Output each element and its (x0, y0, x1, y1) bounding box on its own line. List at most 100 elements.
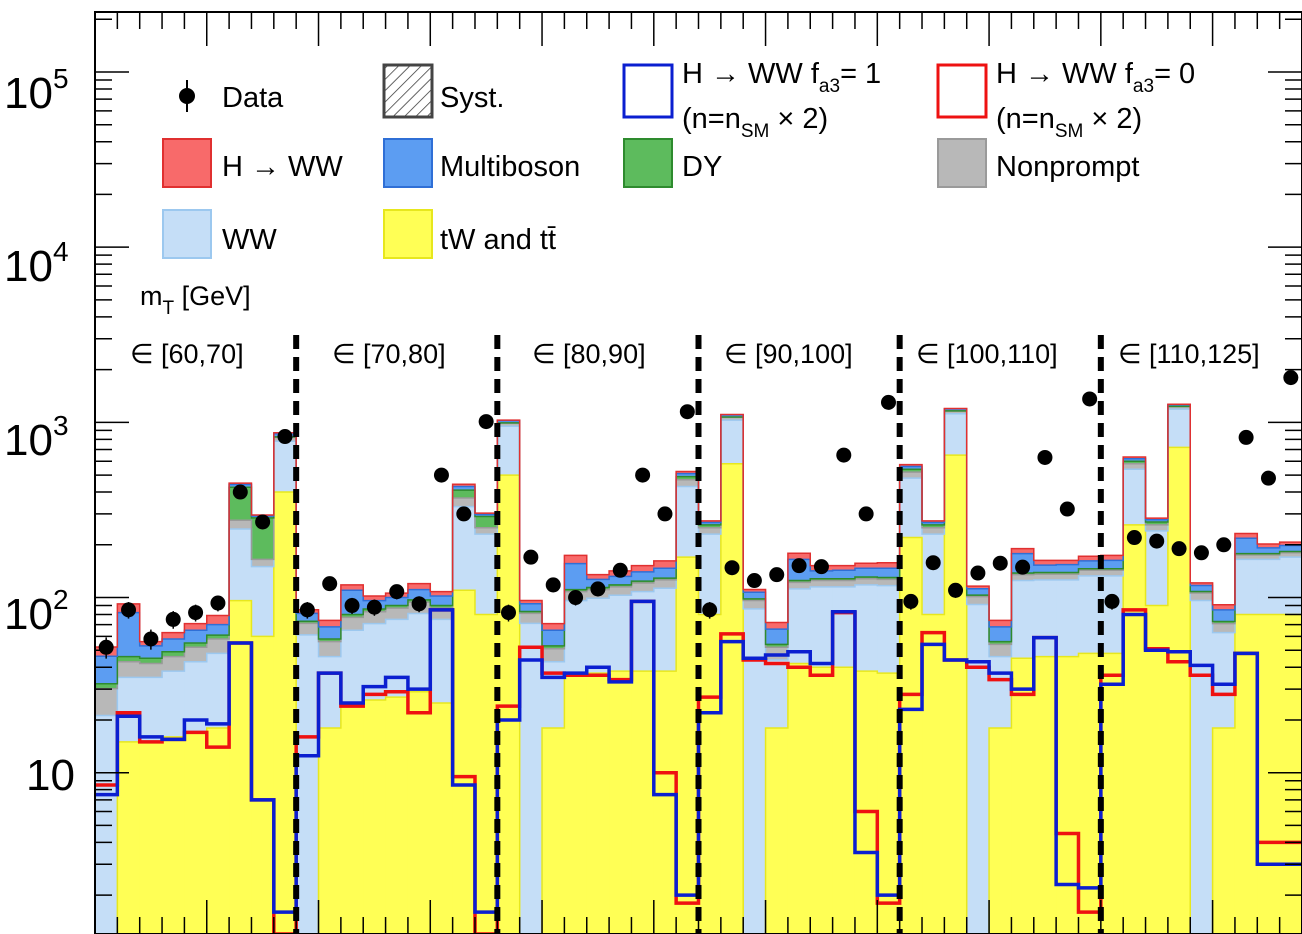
data-point (970, 565, 986, 581)
stack-bar-ww (765, 659, 789, 728)
stack-bar-twandtt (117, 741, 141, 934)
legend-fa3-1-norm-sub: SM (741, 121, 770, 142)
stack-bar-dy (139, 658, 163, 664)
stack-bar-nonprompt (206, 638, 230, 654)
stack-bar-ww (1190, 600, 1214, 934)
stack-bar-twandtt (653, 671, 677, 934)
svg-text:(n=nSM × 2): (n=nSM × 2) (682, 103, 828, 142)
legend-fa3-1-label: H → WW f (682, 58, 820, 90)
data-point (568, 590, 584, 606)
data-point (121, 602, 137, 618)
stack-bar-twandtt (340, 702, 364, 934)
stack-bar-nonprompt (832, 580, 856, 587)
stack-bar-dy (653, 578, 677, 580)
stack-bar-dy (765, 644, 789, 648)
stack-bar-ww (229, 529, 253, 601)
stack-bar-ww (474, 534, 498, 615)
data-point (456, 506, 472, 522)
stack-bar-multiboson (1056, 564, 1080, 573)
stack-bar-nonprompt (1145, 524, 1169, 531)
stack-bar-twandtt (631, 671, 655, 934)
mt-bin-label-5: ∈ [100,110] (916, 339, 1058, 369)
y-tick-exp: 2 (53, 584, 69, 615)
stack-bar-dy (698, 524, 722, 528)
data-point (277, 429, 293, 445)
stack-bar-ww (296, 634, 320, 934)
stack-bar-multiboson (1145, 519, 1169, 522)
data-point (322, 576, 338, 592)
stack-bar-ww (162, 671, 186, 737)
data-point (1149, 533, 1165, 549)
stack-bar-ww (340, 630, 364, 703)
stack-bar-nonprompt (989, 644, 1013, 657)
data-point (903, 593, 919, 609)
stack-bar-nonprompt (1123, 463, 1147, 470)
data-point (1283, 370, 1299, 386)
stack-bar-hww (1100, 555, 1124, 561)
stack-bar-ww (631, 591, 655, 672)
stack-bar-dy (631, 581, 655, 584)
mt-axis-label: mT [GeV] (140, 281, 251, 319)
stack-bar-ww (1123, 469, 1147, 525)
stack-bar-hww (1011, 548, 1035, 554)
data-point (746, 573, 762, 589)
stack-bar-nonprompt (1167, 406, 1191, 410)
stack-bar-multiboson (497, 420, 521, 423)
stack-bar-dy (810, 578, 834, 581)
stack-bar-ww (1212, 632, 1236, 728)
stack-bar-hww (542, 623, 565, 631)
stack-bar-twandtt (877, 673, 901, 934)
stack-bar-multiboson (542, 630, 565, 646)
stack-bar-multiboson (1234, 538, 1258, 554)
y-tick-base: 10 (4, 69, 53, 118)
data-point (679, 404, 695, 420)
mt-bin-label-1: ∈ [60,70] (130, 339, 244, 369)
stack-bar-hww (564, 555, 588, 564)
legend-fa3-1-norm-post: × 2) (769, 103, 828, 135)
stack-bar-nonprompt (1212, 623, 1236, 633)
stack-bar-multiboson (564, 563, 588, 590)
stack-bar-ww (586, 598, 610, 674)
stack-bar-dy (743, 598, 767, 601)
stack-bar-hww (899, 464, 923, 467)
stack-bar-ww (184, 661, 208, 733)
stack-bar-ww (363, 623, 387, 700)
stack-bar-twandtt (832, 667, 856, 934)
stack-bar-multiboson (899, 466, 923, 470)
stack-bar-ww (206, 653, 230, 728)
stack-bar-multiboson (430, 596, 454, 606)
stack-bar-nonprompt (184, 647, 208, 662)
stack-bar-twandtt (989, 727, 1013, 934)
data-point (1216, 537, 1232, 553)
stack-bar-nonprompt (631, 583, 655, 592)
legend-fa3-0-label: H → WW f (996, 58, 1134, 90)
stack-bar-ww (1078, 575, 1102, 654)
y-tick-exp: 3 (53, 410, 69, 441)
y-tick-base: 10 (26, 751, 75, 800)
data-point (188, 605, 204, 621)
data-point (1193, 545, 1209, 561)
stack-bar-hww (1123, 457, 1147, 459)
y-tick-exp: 4 (53, 236, 69, 267)
stack-bar-ww (385, 619, 409, 698)
stack-bar-nonprompt (452, 497, 476, 507)
stack-bar-ww (1056, 579, 1080, 657)
data-point (702, 602, 718, 618)
data-point (366, 599, 382, 615)
y-tick-labels: 105 104 103 102 10 (4, 63, 75, 800)
stack-bar-dy (877, 577, 901, 580)
stack-bar-multiboson (385, 597, 409, 606)
stack-bar-hww (184, 623, 208, 631)
data-point (1126, 530, 1142, 546)
stack-bar-nonprompt (810, 580, 834, 587)
stack-bar-ww (966, 604, 990, 934)
legend-ww: WW (162, 209, 277, 259)
stack-bar-hww (519, 600, 543, 604)
stack-bar-dy (989, 641, 1013, 645)
stack-bar-nonprompt (609, 586, 633, 596)
stack-bar-dy (832, 578, 856, 581)
legend-dy: DY (623, 138, 722, 188)
stack-bar-twandtt (698, 614, 722, 934)
stack-bar-ww (922, 534, 945, 615)
